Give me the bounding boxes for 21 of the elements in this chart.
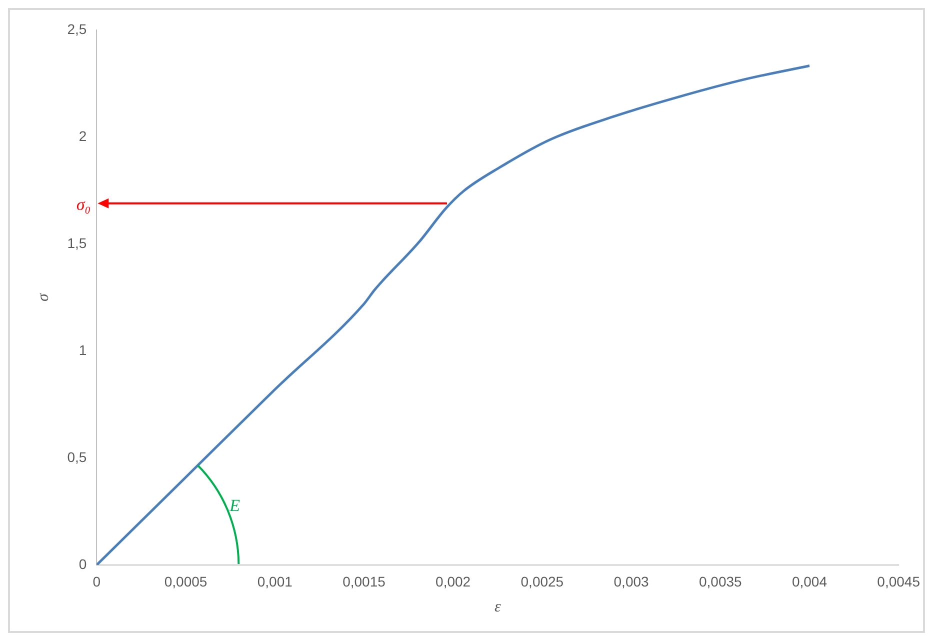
x-tick-label: 0,002 xyxy=(436,573,471,590)
x-tick-label: 0,0005 xyxy=(164,573,208,590)
line-series xyxy=(96,64,811,565)
x-axis-title: ε xyxy=(494,598,502,616)
x-tick-label: 0,004 xyxy=(792,573,828,590)
x-tick-label: 0,001 xyxy=(257,573,293,590)
y-tick-label: 1 xyxy=(78,342,87,358)
x-tick-label: 0,0035 xyxy=(698,573,742,590)
y-tick-label: 2 xyxy=(78,128,87,144)
annotation: E xyxy=(228,496,241,516)
x-tick-label: 0,0045 xyxy=(877,573,920,590)
y-tick-label: 1,5 xyxy=(67,234,87,251)
y-tick-label: 2,5 xyxy=(67,20,87,37)
x-tick-label: 0 xyxy=(92,573,101,590)
ref-line-label: σ₀ xyxy=(76,194,91,214)
x-tick-label: 0,003 xyxy=(614,573,650,590)
x-tick-label: 0,0015 xyxy=(342,573,386,590)
y-tick-label: 0 xyxy=(78,556,87,572)
y-axis-title: σ xyxy=(34,292,52,302)
y-tick-label: 0,5 xyxy=(67,448,87,465)
x-tick-label: 0,0025 xyxy=(520,573,564,590)
